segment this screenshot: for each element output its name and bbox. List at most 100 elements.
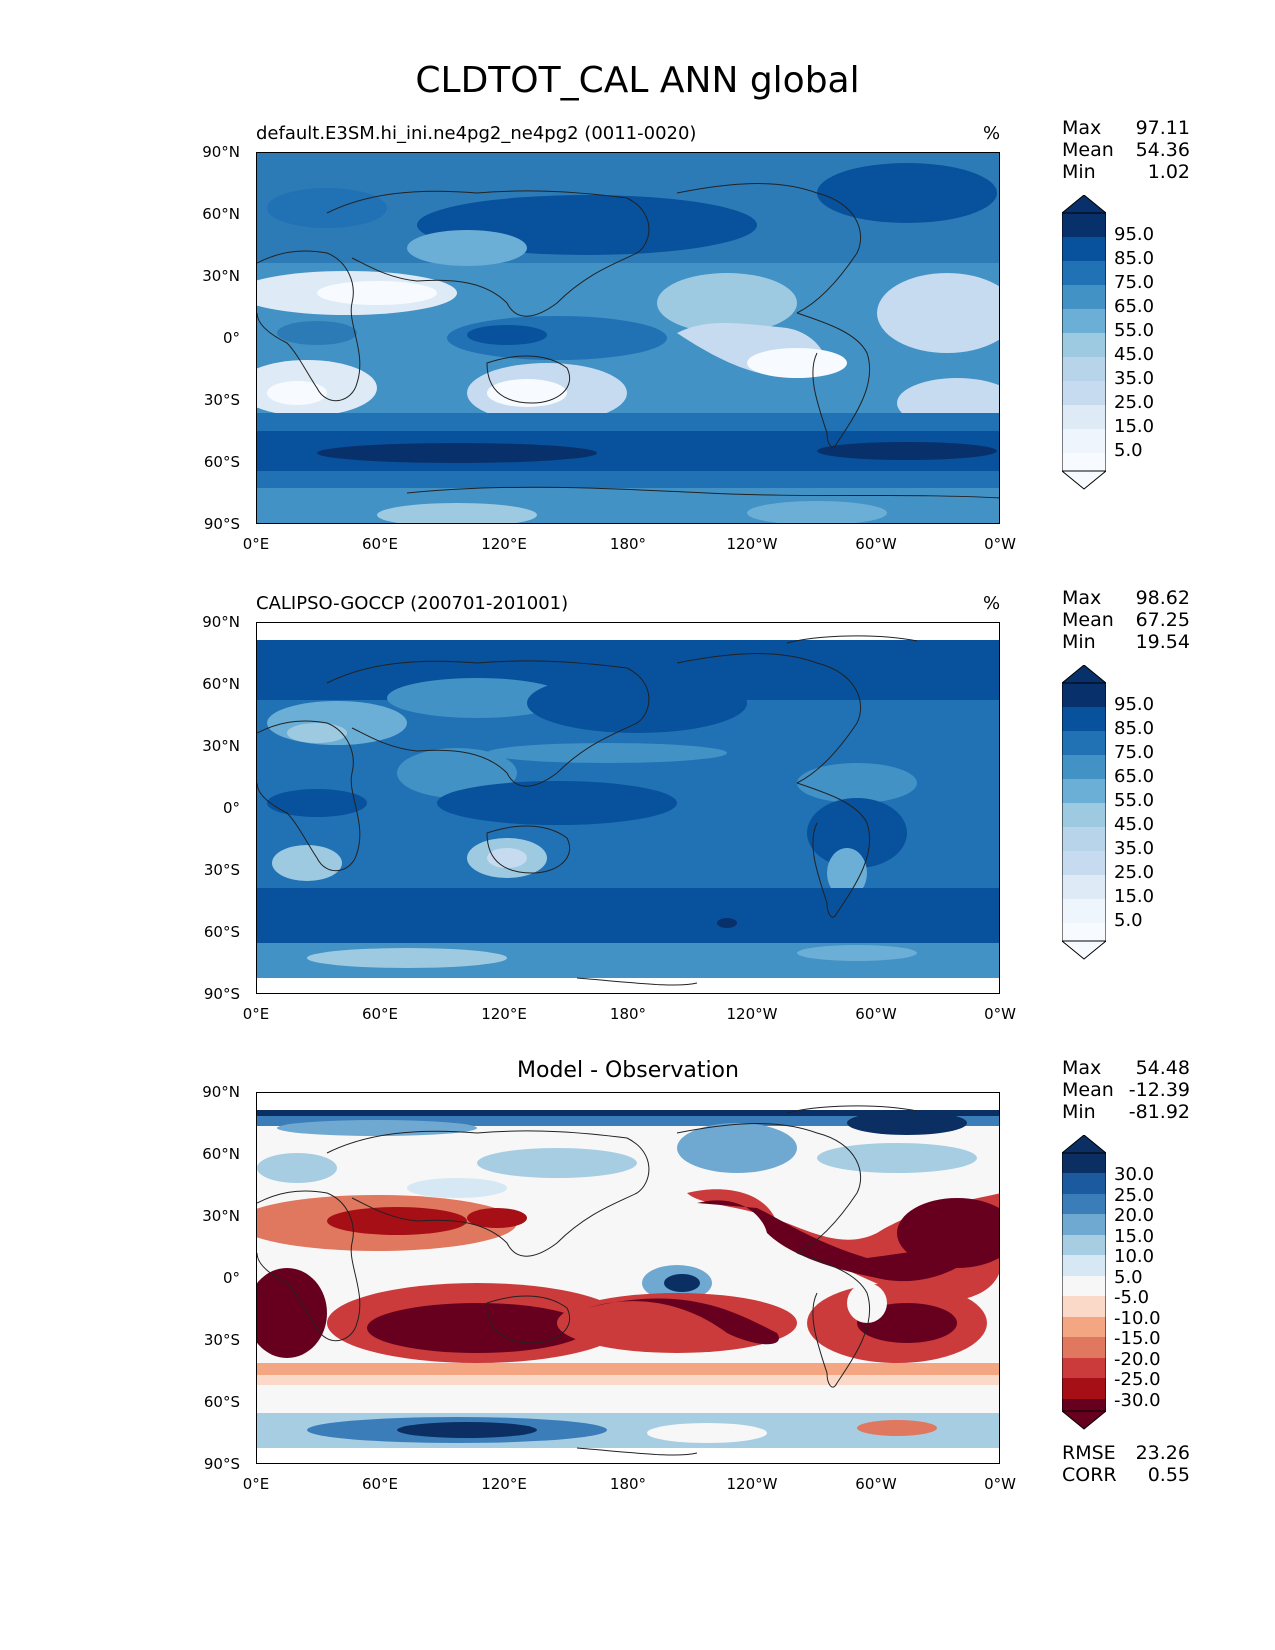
diff-cb-label-m10: -10.0 xyxy=(1114,1308,1161,1329)
obs-ytick-60s: 60°S xyxy=(203,923,240,941)
diff-ytick-30n: 30°N xyxy=(202,1207,240,1225)
diff-ytick-60n: 60°N xyxy=(202,1145,240,1163)
model-max-value: 97.11 xyxy=(1135,117,1190,139)
diff-cb-label-30: 30.0 xyxy=(1114,1164,1155,1185)
model-xtick-60e: 60°E xyxy=(361,535,399,553)
model-mean-value: 54.36 xyxy=(1135,139,1190,161)
diff-xtick-60w: 60°W xyxy=(855,1475,897,1493)
model-xtick-120e: 120°E xyxy=(481,535,527,553)
diff-cb-label-m20: -20.0 xyxy=(1114,1349,1161,1370)
obs-mean-value: 67.25 xyxy=(1135,609,1190,631)
diff-panel-title: Model - Observation xyxy=(517,1058,739,1083)
model-coastlines xyxy=(257,183,999,499)
diff-corr-label: CORR xyxy=(1062,1464,1117,1486)
obs-cb-label-95: 95.0 xyxy=(1114,694,1155,715)
model-xtick-120w: 120°W xyxy=(726,535,778,553)
obs-min-value: 19.54 xyxy=(1135,631,1190,653)
model-colorbar-swatches xyxy=(1060,194,1108,490)
obs-ytick-0: 0° xyxy=(222,799,240,817)
diff-panel: Model - Observation xyxy=(0,0,1275,1493)
model-xtick-180: 180° xyxy=(609,535,647,553)
obs-cb-label-45: 45.0 xyxy=(1114,814,1155,835)
diff-max-value: 54.48 xyxy=(1135,1057,1190,1079)
model-panel-title: default.E3SM.hi_ini.ne4pg2_ne4pg2 (0011-… xyxy=(256,123,697,144)
model-panel: default.E3SM.hi_ini.ne4pg2_ne4pg2 (0011-… xyxy=(0,0,1275,553)
model-cb-label-45: 45.0 xyxy=(1114,344,1155,365)
diff-cb-label-10: 10.0 xyxy=(1114,1246,1155,1267)
model-ytick-60n: 60°N xyxy=(202,205,240,223)
obs-panel-title: CALIPSO-GOCCP (200701-201001) xyxy=(256,593,569,614)
diff-colorbar xyxy=(1060,1134,1108,1434)
diff-xtick-60e: 60°E xyxy=(361,1475,399,1493)
obs-min-label: Min xyxy=(1062,631,1096,653)
obs-cb-label-85: 85.0 xyxy=(1114,718,1155,739)
obs-xtick-120e: 120°E xyxy=(481,1005,527,1023)
diff-corr-value: 0.55 xyxy=(1147,1464,1190,1486)
diff-colorbar-swatches xyxy=(1060,1134,1108,1430)
model-cb-label-65: 65.0 xyxy=(1114,296,1155,317)
diff-map xyxy=(256,1092,1000,1464)
model-cb-label-25: 25.0 xyxy=(1114,392,1155,413)
model-cb-label-85: 85.0 xyxy=(1114,248,1155,269)
diff-contour-field xyxy=(257,1093,999,1463)
diff-ytick-90s: 90°S xyxy=(203,1455,240,1473)
diff-ytick-90n: 90°N xyxy=(202,1083,240,1101)
obs-ytick-30n: 30°N xyxy=(202,737,240,755)
obs-map xyxy=(256,622,1000,994)
model-cb-label-55: 55.0 xyxy=(1114,320,1155,341)
diff-cb-label-25: 25.0 xyxy=(1114,1185,1155,1206)
obs-max-label: Max xyxy=(1062,587,1102,609)
obs-cb-label-65: 65.0 xyxy=(1114,766,1155,787)
obs-xtick-0e: 0°E xyxy=(242,1005,270,1023)
model-units-label: % xyxy=(983,123,1001,144)
obs-cb-label-25: 25.0 xyxy=(1114,862,1155,883)
obs-colorbar-swatches xyxy=(1060,664,1108,960)
model-ytick-30s: 30°S xyxy=(203,391,240,409)
model-min-value: 1.02 xyxy=(1147,161,1190,183)
obs-colorbar xyxy=(1060,664,1108,964)
obs-cb-label-5: 5.0 xyxy=(1114,910,1143,931)
diff-coastlines xyxy=(257,1105,918,1456)
diff-cb-label-m30: -30.0 xyxy=(1114,1390,1161,1411)
diff-cb-label-5: 5.0 xyxy=(1114,1267,1143,1288)
diff-mean-label: Mean xyxy=(1062,1079,1114,1101)
obs-max-value: 98.62 xyxy=(1135,587,1190,609)
obs-contour-field xyxy=(257,623,999,993)
diff-max-label: Max xyxy=(1062,1057,1102,1079)
diff-stats: Max 54.48 Mean -12.39 Min -81.92 xyxy=(1062,1057,1190,1123)
obs-xtick-180: 180° xyxy=(609,1005,647,1023)
model-stats: Max 97.11 Mean 54.36 Min 1.02 xyxy=(1062,117,1190,183)
diff-cb-label-15: 15.0 xyxy=(1114,1226,1155,1247)
model-min-label: Min xyxy=(1062,161,1096,183)
obs-ytick-60n: 60°N xyxy=(202,675,240,693)
model-colorbar xyxy=(1060,194,1108,494)
obs-cb-label-15: 15.0 xyxy=(1114,886,1155,907)
model-ytick-60s: 60°S xyxy=(203,453,240,471)
obs-cb-label-75: 75.0 xyxy=(1114,742,1155,763)
obs-units-label: % xyxy=(983,593,1001,614)
model-cb-label-15: 15.0 xyxy=(1114,416,1155,437)
diff-cb-label-m15: -15.0 xyxy=(1114,1328,1161,1349)
diff-rmse-label: RMSE xyxy=(1062,1442,1116,1464)
obs-xtick-120w: 120°W xyxy=(726,1005,778,1023)
obs-xtick-0w: 0°W xyxy=(984,1005,1016,1023)
model-cb-label-95: 95.0 xyxy=(1114,224,1155,245)
diff-metrics: RMSE 23.26 CORR 0.55 xyxy=(1062,1442,1190,1486)
diff-xtick-0e: 0°E xyxy=(242,1475,270,1493)
diff-mean-value: -12.39 xyxy=(1128,1079,1190,1101)
model-map xyxy=(256,152,1000,524)
obs-xtick-60e: 60°E xyxy=(361,1005,399,1023)
obs-ytick-90n: 90°N xyxy=(202,613,240,631)
model-ytick-30n: 30°N xyxy=(202,267,240,285)
obs-ytick-30s: 30°S xyxy=(203,861,240,879)
model-ytick-0: 0° xyxy=(222,329,240,347)
diff-ytick-60s: 60°S xyxy=(203,1393,240,1411)
obs-cb-label-55: 55.0 xyxy=(1114,790,1155,811)
diff-xtick-0w: 0°W xyxy=(984,1475,1016,1493)
diff-min-label: Min xyxy=(1062,1101,1096,1123)
diff-rmse-value: 23.26 xyxy=(1135,1442,1190,1464)
diff-cb-label-m5: -5.0 xyxy=(1114,1287,1150,1308)
obs-cb-label-35: 35.0 xyxy=(1114,838,1155,859)
obs-stats: Max 98.62 Mean 67.25 Min 19.54 xyxy=(1062,587,1190,653)
diff-xtick-120w: 120°W xyxy=(726,1475,778,1493)
